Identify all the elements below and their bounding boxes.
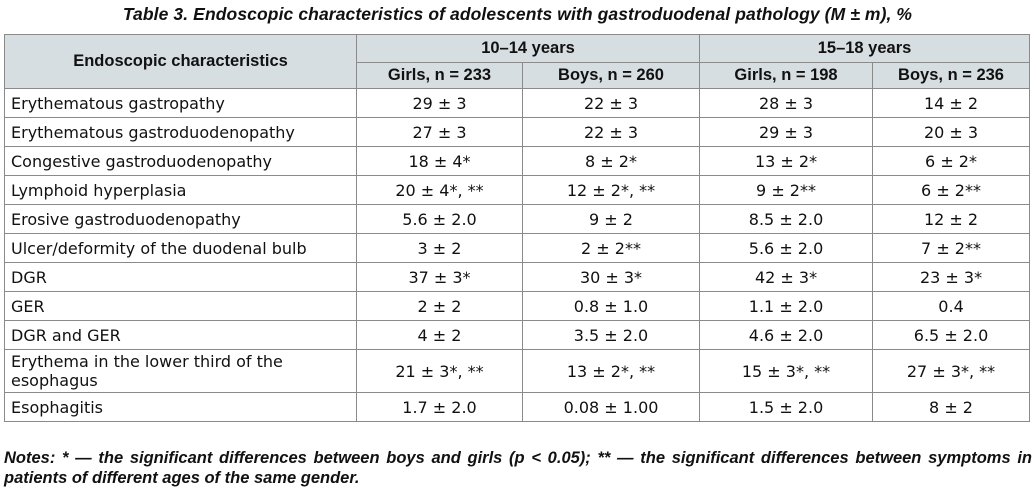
header-col-girls-10-14: Girls, n = 233 (356, 62, 523, 89)
table-row: DGR 37 ± 3* 30 ± 3* 42 ± 3* 23 ± 3* (4, 262, 1031, 292)
cell-value: 20 ± 4*, ** (356, 175, 523, 205)
cell-value: 42 ± 3* (699, 262, 874, 292)
cell-value: 6 ± 2** (872, 175, 1031, 205)
table-row: Lymphoid hyperplasia 20 ± 4*, ** 12 ± 2*… (4, 175, 1031, 205)
row-label: DGR (4, 262, 357, 292)
row-label: GER (4, 291, 357, 321)
cell-value: 20 ± 3 (872, 117, 1031, 147)
cell-value: 30 ± 3* (521, 262, 701, 292)
cell-value: 4.6 ± 2.0 (699, 320, 874, 350)
cell-value: 27 ± 3 (356, 117, 523, 147)
table-row: Esophagitis 1.7 ± 2.0 0.08 ± 1.00 1.5 ± … (4, 392, 1031, 422)
cell-value: 28 ± 3 (699, 88, 874, 118)
table-row: Erythematous gastropathy 29 ± 3 22 ± 3 2… (4, 88, 1031, 118)
cell-value: 37 ± 3* (356, 262, 523, 292)
cell-value: 0.08 ± 1.00 (521, 392, 701, 422)
cell-value: 23 ± 3* (872, 262, 1031, 292)
cell-value: 7 ± 2** (872, 233, 1031, 263)
header-characteristics: Endoscopic characteristics (4, 34, 357, 89)
cell-value: 15 ± 3*, ** (699, 349, 874, 393)
cell-value: 13 ± 2*, ** (521, 349, 701, 393)
cell-value: 13 ± 2* (699, 146, 874, 176)
cell-value: 9 ± 2 (521, 204, 701, 234)
endoscopic-table: Endoscopic characteristics 10–14 years 1… (4, 34, 1031, 422)
row-label: Erosive gastroduodenopathy (4, 204, 357, 234)
cell-value: 12 ± 2 (872, 204, 1031, 234)
cell-value: 29 ± 3 (356, 88, 523, 118)
table-row: DGR and GER 4 ± 2 3.5 ± 2.0 4.6 ± 2.0 6.… (4, 320, 1031, 350)
cell-value: 18 ± 4* (356, 146, 523, 176)
row-label: DGR and GER (4, 320, 357, 350)
header-col-girls-15-18: Girls, n = 198 (699, 62, 874, 89)
cell-value: 8 ± 2* (521, 146, 701, 176)
header-col-boys-15-18: Boys, n = 236 (872, 62, 1031, 89)
table-row: Erythema in the lower third of the esoph… (4, 349, 1031, 393)
row-label: Esophagitis (4, 392, 357, 422)
cell-value: 22 ± 3 (521, 117, 701, 147)
row-label: Erythematous gastroduodenopathy (4, 117, 357, 147)
table-caption: Table 3. Endoscopic characteristics of a… (122, 4, 913, 24)
cell-value: 6.5 ± 2.0 (872, 320, 1031, 350)
cell-value: 0.8 ± 1.0 (521, 291, 701, 321)
table-row: Erythematous gastroduodenopathy 27 ± 3 2… (4, 117, 1031, 147)
cell-value: 2 ± 2 (356, 291, 523, 321)
row-label: Ulcer/deformity of the duodenal bulb (4, 233, 357, 263)
header-col-boys-10-14: Boys, n = 260 (521, 62, 701, 89)
row-label: Erythema in the lower third of the esoph… (4, 349, 357, 393)
table-row: Congestive gastroduodenopathy 18 ± 4* 8 … (4, 146, 1031, 176)
cell-value: 0.4 (872, 291, 1031, 321)
cell-value: 9 ± 2** (699, 175, 874, 205)
row-label: Congestive gastroduodenopathy (4, 146, 357, 176)
cell-value: 2 ± 2** (521, 233, 701, 263)
cell-value: 5.6 ± 2.0 (356, 204, 523, 234)
cell-value: 1.7 ± 2.0 (356, 392, 523, 422)
cell-value: 27 ± 3*, ** (872, 349, 1031, 393)
cell-value: 1.5 ± 2.0 (699, 392, 874, 422)
row-label: Lymphoid hyperplasia (4, 175, 357, 205)
cell-value: 8.5 ± 2.0 (699, 204, 874, 234)
table-row: Ulcer/deformity of the duodenal bulb 3 ±… (4, 233, 1031, 263)
cell-value: 3 ± 2 (356, 233, 523, 263)
cell-value: 6 ± 2* (872, 146, 1031, 176)
cell-value: 1.1 ± 2.0 (699, 291, 874, 321)
cell-value: 29 ± 3 (699, 117, 874, 147)
header-group-15-18: 15–18 years (699, 34, 1031, 63)
row-label: Erythematous gastropathy (4, 88, 357, 118)
cell-value: 8 ± 2 (872, 392, 1031, 422)
cell-value: 4 ± 2 (356, 320, 523, 350)
table-row: GER 2 ± 2 0.8 ± 1.0 1.1 ± 2.0 0.4 (4, 291, 1031, 321)
cell-value: 21 ± 3*, ** (356, 349, 523, 393)
cell-value: 3.5 ± 2.0 (521, 320, 701, 350)
table-notes: Notes: * — the significant differences b… (4, 449, 1032, 487)
cell-value: 5.6 ± 2.0 (699, 233, 874, 263)
table-row: Erosive gastroduodenopathy 5.6 ± 2.0 9 ±… (4, 204, 1031, 234)
cell-value: 12 ± 2*, ** (521, 175, 701, 205)
cell-value: 14 ± 2 (872, 88, 1031, 118)
cell-value: 22 ± 3 (521, 88, 701, 118)
header-group-10-14: 10–14 years (355, 34, 701, 63)
